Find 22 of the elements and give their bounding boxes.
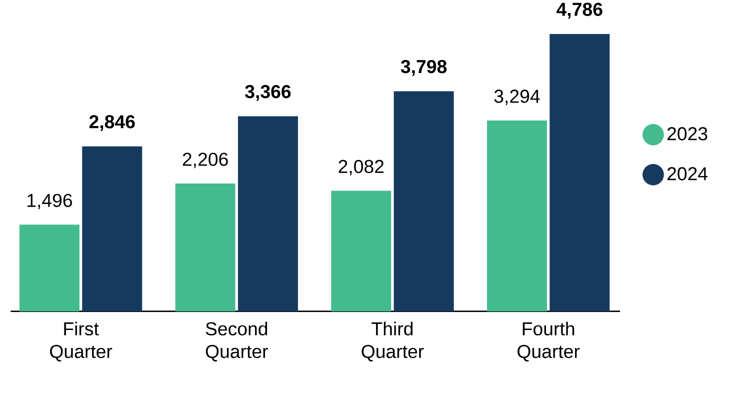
bar [82,146,142,312]
data-label: 3,798 [400,60,447,76]
data-label: 1,496 [28,194,72,210]
legend-label: 2024 [667,167,708,180]
data-label: 4,786 [556,2,602,19]
bar [550,34,610,312]
x-tick-label: Fourth Quarter [518,322,580,362]
data-label: 2,846 [89,115,135,132]
x-tick-label: First Quarter [50,322,112,362]
legend-label: 2023 [667,127,708,140]
x-tick-label: Third Quarter [362,322,424,362]
bar [486,120,547,312]
data-label: 3,366 [245,84,291,101]
x-tick-label: Second Quarter [206,322,268,362]
bar [394,91,454,312]
data-label: 2,082 [338,160,384,176]
bar [175,184,236,312]
data-label: 2,206 [182,152,228,168]
bar [19,224,80,312]
bar [238,116,298,312]
bar [331,190,392,312]
data-label: 3,294 [494,90,540,106]
